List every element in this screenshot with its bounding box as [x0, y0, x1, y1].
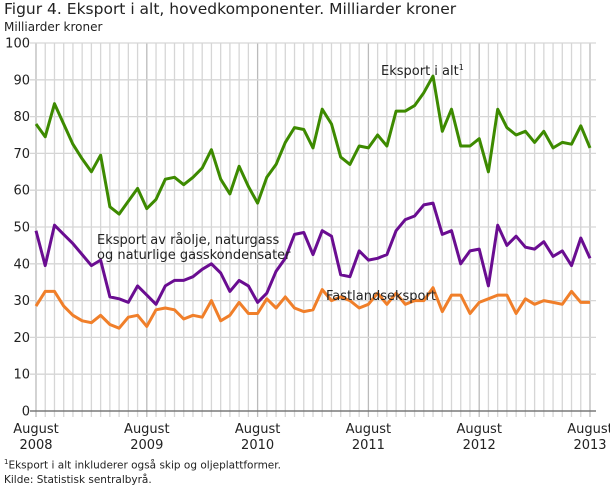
- y-axis-label: Milliarder kroner: [4, 20, 103, 34]
- x-tick-label-year: 2013: [573, 438, 606, 453]
- x-tick-label-year: 2011: [352, 438, 385, 453]
- source-note: Kilde: Statistisk sentralbyrå.: [4, 474, 152, 486]
- x-tick-label-month: August: [235, 422, 281, 437]
- footnote-text: Eksport i alt inkluderer også skip og ol…: [8, 459, 281, 472]
- x-tick-label-month: August: [567, 422, 610, 437]
- x-tick-label-year: 2010: [241, 438, 274, 453]
- chart-title: Figur 4. Eksport i alt, hovedkomponenter…: [4, 0, 457, 18]
- x-tick-label-month: August: [346, 422, 392, 437]
- x-tick-label-month: August: [124, 422, 170, 437]
- x-tick-label-year: 2008: [19, 438, 52, 453]
- y-tick-label: 10: [13, 368, 30, 383]
- y-tick-label: 90: [13, 73, 30, 88]
- series-label-fastlandseksport: Fastlandseksport: [326, 289, 436, 304]
- y-tick-label: 80: [13, 110, 30, 125]
- y-tick-label: 100: [5, 37, 30, 52]
- series-label-eksport-i-alt: Eksport i alt1: [381, 63, 464, 79]
- y-tick-label: 0: [22, 405, 30, 420]
- series-label-raolje-line1: Eksport av råolje, naturgass: [97, 233, 279, 248]
- x-tick-label-month: August: [13, 422, 59, 437]
- footnote: 1Eksport i alt inkluderer også skip og o…: [4, 458, 281, 472]
- x-tick-label-year: 2012: [463, 438, 496, 453]
- x-tick-label-month: August: [456, 422, 502, 437]
- y-tick-label: 60: [13, 184, 30, 199]
- y-tick-label: 20: [13, 331, 30, 346]
- x-tick-label-year: 2009: [130, 438, 163, 453]
- footnote-mark: 1: [4, 458, 9, 466]
- y-tick-label: 30: [13, 294, 30, 309]
- y-tick-label: 70: [13, 147, 30, 162]
- series-label-footnote-mark: 1: [459, 63, 464, 72]
- series-label-raolje-line2: og naturlige gasskondensater: [97, 248, 291, 263]
- y-tick-label: 40: [13, 257, 30, 272]
- y-tick-label: 50: [13, 221, 30, 236]
